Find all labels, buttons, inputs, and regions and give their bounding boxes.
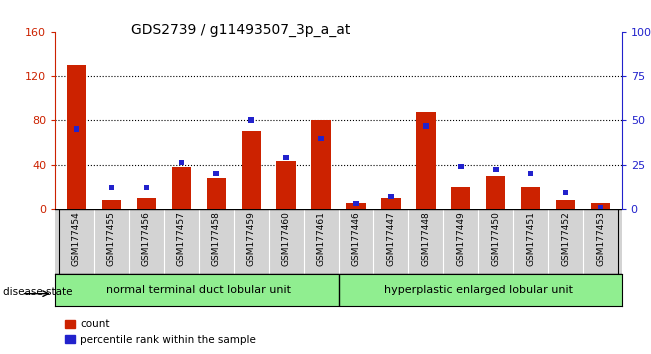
Text: GDS2739 / g11493507_3p_a_at: GDS2739 / g11493507_3p_a_at bbox=[132, 23, 350, 37]
Bar bbox=[528, 171, 534, 176]
Bar bbox=[178, 160, 184, 165]
Text: GSM177459: GSM177459 bbox=[247, 211, 256, 266]
Bar bbox=[74, 126, 79, 132]
Bar bbox=[249, 118, 254, 123]
Bar bbox=[521, 187, 540, 209]
Bar bbox=[242, 131, 261, 209]
Bar bbox=[277, 161, 296, 209]
Text: GSM177450: GSM177450 bbox=[492, 211, 501, 266]
Bar bbox=[346, 203, 366, 209]
Bar bbox=[143, 187, 149, 188]
Bar bbox=[381, 198, 400, 209]
Text: disease state: disease state bbox=[3, 287, 73, 297]
Text: GSM177451: GSM177451 bbox=[526, 211, 535, 266]
Text: GSM177449: GSM177449 bbox=[456, 211, 465, 266]
Text: GSM177458: GSM177458 bbox=[212, 211, 221, 266]
Bar bbox=[458, 164, 464, 169]
Bar bbox=[388, 194, 394, 199]
Bar bbox=[563, 190, 568, 195]
Bar bbox=[311, 120, 331, 209]
Bar bbox=[178, 161, 184, 165]
Bar bbox=[283, 155, 289, 160]
Bar bbox=[137, 198, 156, 209]
Text: GSM177448: GSM177448 bbox=[421, 211, 430, 266]
Bar bbox=[109, 185, 114, 190]
Bar bbox=[109, 187, 114, 188]
Bar bbox=[172, 167, 191, 209]
Text: GSM177447: GSM177447 bbox=[387, 211, 395, 266]
Bar bbox=[353, 201, 359, 206]
Bar bbox=[591, 203, 611, 209]
Text: GSM177457: GSM177457 bbox=[176, 211, 186, 266]
Bar bbox=[249, 117, 254, 124]
Text: hyperplastic enlarged lobular unit: hyperplastic enlarged lobular unit bbox=[384, 285, 573, 295]
Legend: count, percentile rank within the sample: count, percentile rank within the sample bbox=[61, 315, 260, 349]
Bar bbox=[318, 136, 324, 141]
Bar bbox=[528, 172, 534, 175]
Bar bbox=[423, 123, 428, 128]
Bar bbox=[143, 185, 149, 190]
Bar bbox=[214, 172, 219, 175]
Bar bbox=[283, 156, 289, 159]
Bar bbox=[563, 192, 568, 194]
Text: GSM177446: GSM177446 bbox=[352, 211, 361, 266]
Bar bbox=[74, 127, 79, 132]
Text: GSM177455: GSM177455 bbox=[107, 211, 116, 266]
Text: GSM177453: GSM177453 bbox=[596, 211, 605, 266]
Text: GSM177456: GSM177456 bbox=[142, 211, 151, 266]
Bar bbox=[388, 196, 394, 197]
Bar bbox=[214, 171, 219, 176]
Text: GSM177461: GSM177461 bbox=[316, 211, 326, 266]
Text: GSM177454: GSM177454 bbox=[72, 211, 81, 266]
Bar bbox=[493, 169, 499, 171]
Bar bbox=[416, 112, 436, 209]
Bar bbox=[451, 187, 471, 209]
Bar bbox=[318, 136, 324, 141]
Text: normal terminal duct lobular unit: normal terminal duct lobular unit bbox=[106, 285, 291, 295]
Bar bbox=[66, 65, 86, 209]
Bar bbox=[486, 176, 505, 209]
Bar bbox=[423, 123, 428, 129]
Text: GSM177460: GSM177460 bbox=[282, 211, 290, 266]
Bar bbox=[598, 205, 603, 210]
Bar bbox=[102, 200, 121, 209]
Bar bbox=[458, 165, 464, 168]
Text: GSM177452: GSM177452 bbox=[561, 211, 570, 266]
Bar bbox=[206, 178, 226, 209]
Bar bbox=[493, 167, 499, 172]
Bar bbox=[556, 200, 575, 209]
Bar bbox=[353, 203, 359, 204]
